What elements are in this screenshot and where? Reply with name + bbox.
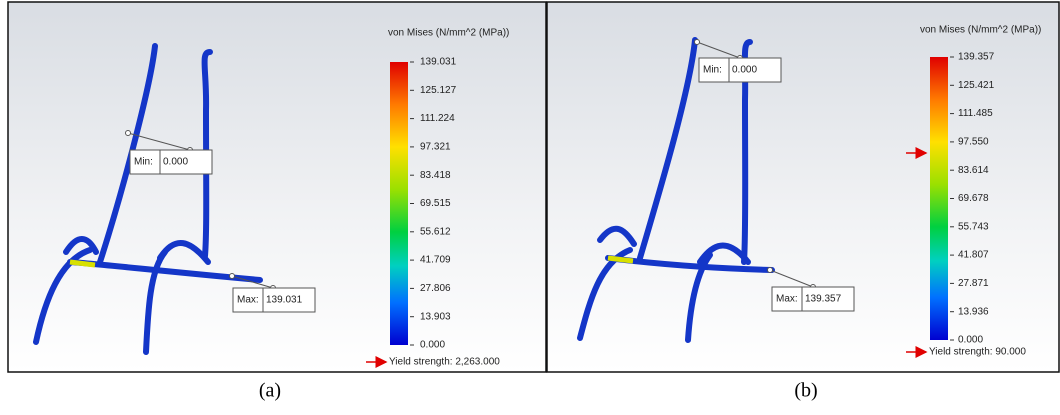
scale-label: 139.357	[958, 52, 995, 63]
min-point	[695, 40, 700, 45]
legend-title: von Mises (N/mm^2 (MPa))	[920, 25, 1041, 36]
color-bar	[390, 62, 408, 345]
scale-label: 111.485	[958, 108, 993, 119]
scale-label: 69.515	[420, 198, 451, 209]
scale-label: 83.614	[958, 165, 989, 176]
min-label: Min:	[703, 65, 722, 76]
max-value: 139.031	[266, 295, 303, 306]
max-label: Max:	[237, 295, 259, 306]
scale-label: 111.224	[420, 113, 455, 124]
caption: (a)	[259, 380, 281, 402]
scale-label: 125.421	[958, 80, 995, 91]
max-point	[768, 268, 773, 273]
color-bar	[930, 57, 948, 340]
max-label: Max:	[776, 294, 798, 305]
min-label: Min:	[134, 157, 153, 168]
scale-label: 27.806	[420, 283, 451, 294]
max-point	[230, 274, 235, 279]
min-point	[126, 131, 131, 136]
scale-label: 97.321	[420, 142, 451, 153]
scale-label: 41.709	[420, 255, 451, 266]
scale-label: 0.000	[958, 335, 983, 346]
scale-label: 83.418	[420, 170, 451, 181]
scale-label: 125.127	[420, 85, 457, 96]
scale-label: 13.903	[420, 311, 451, 322]
scale-label: 97.550	[958, 137, 989, 148]
yield-strength: Yield strength: 2,263.000	[389, 357, 500, 368]
scale-label: 13.936	[958, 306, 989, 317]
caption: (b)	[794, 380, 817, 402]
stress-spot	[608, 258, 633, 261]
scale-label: 27.871	[958, 278, 989, 289]
legend-title: von Mises (N/mm^2 (MPa))	[388, 28, 509, 39]
scale-label: 55.612	[420, 226, 451, 237]
panel: von Mises (N/mm^2 (MPa)) 139.357 125.421 11…	[547, 2, 1059, 402]
min-value: 0.000	[163, 157, 188, 168]
min-value: 0.000	[732, 65, 757, 76]
max-value: 139.357	[805, 294, 842, 305]
stress-spot	[70, 262, 95, 265]
scale-label: 0.000	[420, 340, 445, 351]
panel: von Mises (N/mm^2 (MPa)) 139.031 125.127 11…	[8, 2, 546, 402]
figure: von Mises (N/mm^2 (MPa)) 139.031 125.127 11…	[0, 0, 1060, 410]
scale-label: 41.807	[958, 250, 989, 261]
scale-label: 55.743	[958, 221, 989, 232]
scale-label: 139.031	[420, 57, 457, 68]
yield-strength: Yield strength: 90.000	[929, 347, 1026, 358]
scale-label: 69.678	[958, 193, 989, 204]
panel-frame	[8, 2, 546, 372]
